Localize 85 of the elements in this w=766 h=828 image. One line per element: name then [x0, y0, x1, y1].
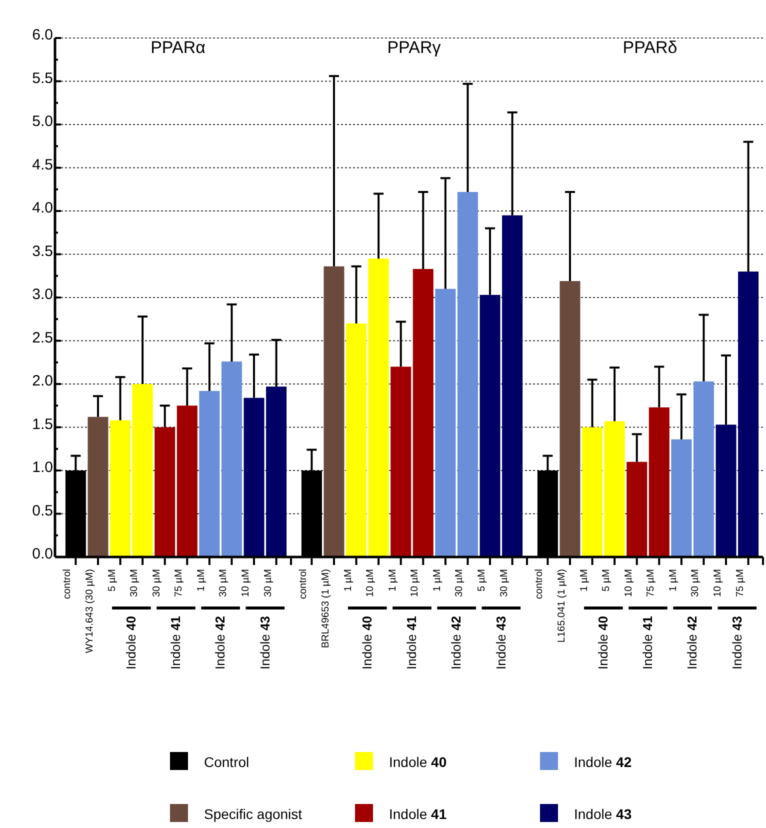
- y-tick-label: 5.5: [32, 70, 53, 87]
- text: Indole 43: [257, 616, 272, 670]
- x-tick-label: 10 µM: [240, 569, 252, 597]
- x-tick-label: 75 µM: [174, 569, 185, 597]
- bar: [88, 416, 108, 557]
- y-tick-label: 4.5: [32, 156, 53, 174]
- bar: [582, 427, 603, 557]
- y-tick-label: 4.0: [32, 200, 53, 216]
- bar: [648, 407, 670, 557]
- legend-label: Specific agonist: [204, 806, 302, 822]
- text: Indole 43: [729, 616, 744, 670]
- y-tick-label: 0.0: [32, 546, 53, 562]
- x-tick-label: 5 µM: [476, 569, 488, 592]
- x-tick-label: 30 µM: [454, 569, 466, 597]
- text: Indole 42: [212, 616, 228, 670]
- x-tick-label: 1 µM: [578, 569, 590, 592]
- x-tick-label: 30 µM: [262, 569, 274, 597]
- text: Indole 40: [124, 616, 139, 670]
- bar: [199, 390, 220, 557]
- x-tick-label: control: [62, 569, 74, 600]
- bar: [221, 362, 242, 557]
- bar: [412, 268, 434, 557]
- text: Indole 42: [684, 616, 700, 670]
- x-tick-label: 5 µM: [601, 569, 612, 592]
- bar: [671, 439, 692, 557]
- legend-label: Indole 40: [389, 754, 447, 770]
- x-tick-label: 75 µM: [734, 569, 746, 597]
- x-tick-label: WY14.643 (30 µM): [84, 569, 96, 654]
- x-tick-label: L165.041 (1 µM): [556, 569, 568, 643]
- legend-label: Indole 41: [389, 806, 447, 822]
- x-tick-label: 5 µM: [106, 569, 118, 592]
- bar: [390, 366, 412, 557]
- bar: [368, 258, 389, 557]
- bar: [132, 384, 153, 557]
- text: Indole 41: [640, 616, 656, 670]
- y-tick-label: 6.0: [32, 26, 53, 44]
- text: Indole 41: [404, 616, 420, 670]
- x-tick-label: 1 µM: [668, 569, 679, 592]
- x-tick-label: 10 µM: [712, 569, 724, 597]
- y-tick-label: 1.5: [32, 416, 53, 433]
- x-tick-label: 1 µM: [432, 569, 443, 592]
- x-tick-label: 30 µM: [498, 569, 510, 597]
- x-tick-label: 1 µM: [196, 569, 207, 592]
- text: Indole 42: [448, 616, 464, 670]
- bar: [604, 421, 625, 557]
- x-tick-label: 30 µM: [151, 569, 162, 597]
- text: Indole 40: [596, 616, 611, 670]
- bar: [324, 266, 344, 557]
- chart-title: PPARα: [150, 38, 206, 57]
- x-tick-label: 30 µM: [129, 569, 140, 597]
- bar: [626, 462, 648, 557]
- y-tick-label: 5.0: [32, 113, 53, 130]
- x-tick-label: 30 µM: [690, 569, 702, 597]
- text: Indole 40: [360, 616, 375, 670]
- chart-title: PPARδ: [622, 38, 678, 57]
- x-tick-label: control: [298, 569, 310, 600]
- x-tick-label: 10 µM: [410, 569, 421, 597]
- y-tick-label: 1.0: [32, 459, 53, 476]
- bar: [435, 288, 456, 557]
- text: 0.5: [32, 502, 53, 520]
- legend-label: Control: [204, 754, 250, 770]
- legend-label: Indole 43: [574, 806, 632, 822]
- bar: [693, 381, 714, 557]
- bar: [457, 192, 478, 557]
- bar: [560, 281, 580, 557]
- y-tick-label: 3.5: [32, 242, 53, 260]
- x-tick-label: 10 µM: [365, 569, 376, 597]
- y-tick-label: 3.0: [32, 286, 53, 303]
- y-tick-label: 2.5: [32, 329, 53, 346]
- legend-label: Indole 42: [574, 754, 632, 770]
- x-tick-label: BRL49653 (1 µM): [320, 569, 332, 648]
- chart-title: PPARγ: [387, 38, 442, 57]
- x-tick-label: 1 µM: [387, 569, 398, 592]
- bar: [154, 427, 176, 557]
- bar: [110, 420, 131, 557]
- text: Indole 43: [493, 616, 508, 670]
- x-tick-label: 75 µM: [646, 569, 657, 597]
- bar: [176, 406, 198, 557]
- x-tick-label: 10 µM: [623, 569, 634, 597]
- bar: [346, 323, 367, 557]
- text: Indole 41: [168, 616, 184, 670]
- y-tick-label: 2.0: [32, 372, 53, 390]
- x-tick-label: control: [534, 569, 546, 600]
- x-tick-label: 30 µM: [218, 569, 230, 597]
- x-tick-label: 1 µM: [342, 569, 354, 592]
